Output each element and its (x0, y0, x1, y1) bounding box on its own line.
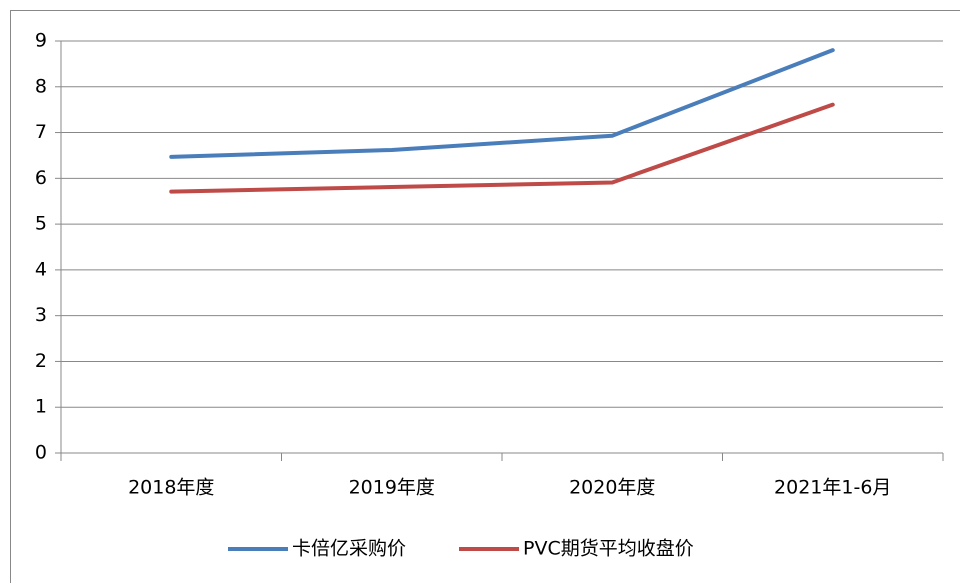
legend-label: 卡倍亿采购价 (292, 538, 406, 560)
x-tick-label: 2021年1-6月 (774, 477, 891, 499)
y-tick-label: 8 (35, 75, 47, 97)
x-tick-label: 2018年度 (128, 477, 214, 499)
y-tick-label: 1 (35, 396, 47, 418)
y-tick-label: 3 (35, 304, 47, 326)
y-tick-label: 9 (35, 30, 47, 52)
y-tick-label: 7 (35, 121, 47, 143)
y-tick-label: 6 (35, 167, 47, 189)
y-tick-label: 5 (35, 213, 47, 235)
chart-frame (10, 10, 960, 583)
y-tick-label: 4 (35, 258, 47, 280)
x-tick-label: 2019年度 (349, 477, 435, 499)
y-tick-label: 2 (35, 350, 47, 372)
series-line (169, 102, 835, 194)
x-tick-label: 2020年度 (569, 477, 655, 499)
y-tick-label: 0 (35, 442, 47, 464)
legend-label: PVC期货平均收盘价 (523, 538, 694, 560)
series-line (169, 48, 835, 159)
